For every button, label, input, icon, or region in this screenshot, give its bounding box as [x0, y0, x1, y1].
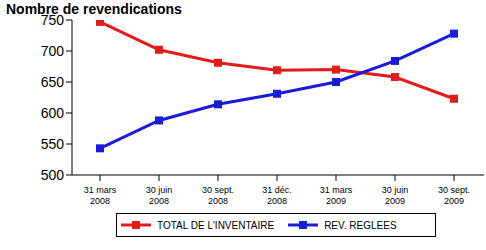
svg-text:650: 650: [41, 74, 65, 90]
svg-text:30 juin2008: 30 juin2008: [146, 185, 173, 205]
svg-text:550: 550: [41, 136, 65, 152]
svg-text:30 sept.2008: 30 sept.2008: [202, 185, 234, 205]
svg-text:700: 700: [41, 43, 65, 59]
svg-text:750: 750: [41, 12, 65, 28]
svg-text:31 mars2008: 31 mars2008: [84, 185, 117, 205]
svg-text:600: 600: [41, 105, 65, 121]
svg-text:500: 500: [41, 167, 65, 183]
svg-text:31 déc.2008: 31 déc.2008: [262, 185, 292, 205]
svg-text:31 mars2009: 31 mars2009: [320, 185, 353, 205]
svg-text:30 juin2009: 30 juin2009: [382, 185, 409, 205]
svg-text:30 sept.2009: 30 sept.2009: [438, 185, 470, 205]
